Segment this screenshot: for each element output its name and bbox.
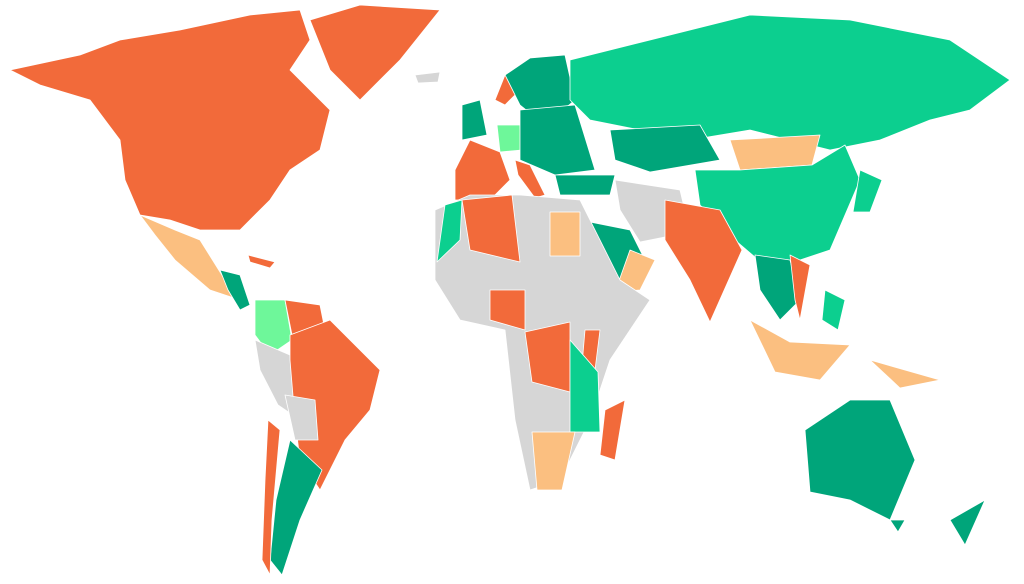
drc xyxy=(524,321,571,393)
bolivia xyxy=(284,394,319,441)
canada-usa xyxy=(9,9,331,231)
uk xyxy=(461,99,488,141)
germany xyxy=(496,124,523,153)
papua-new-guinea xyxy=(869,359,941,389)
southeast-asia xyxy=(754,254,801,321)
mongolia xyxy=(729,134,821,171)
algeria xyxy=(461,194,521,263)
russia xyxy=(569,14,1011,151)
new-zealand xyxy=(949,499,986,546)
egypt xyxy=(549,211,581,257)
india xyxy=(664,199,743,323)
greenland xyxy=(309,4,441,101)
central-america xyxy=(219,269,251,311)
southern-africa xyxy=(531,431,576,491)
east-africa xyxy=(569,339,601,433)
turkey xyxy=(554,174,616,196)
nigeria xyxy=(489,289,526,331)
tasmania xyxy=(889,519,906,533)
morocco xyxy=(436,199,463,263)
madagascar xyxy=(599,399,626,461)
central-europe xyxy=(519,104,596,176)
japan xyxy=(852,169,883,213)
australia xyxy=(804,399,916,521)
iceland xyxy=(414,71,441,84)
oman-yemen xyxy=(614,249,656,293)
argentina xyxy=(269,439,323,576)
norway-coast xyxy=(494,74,516,106)
brazil xyxy=(289,319,381,491)
indonesia xyxy=(749,319,851,381)
vietnam xyxy=(789,254,811,321)
caribbean xyxy=(247,254,276,269)
philippines xyxy=(821,289,846,331)
colombia xyxy=(254,299,293,356)
chile xyxy=(261,419,281,576)
kazakhstan xyxy=(609,124,721,173)
